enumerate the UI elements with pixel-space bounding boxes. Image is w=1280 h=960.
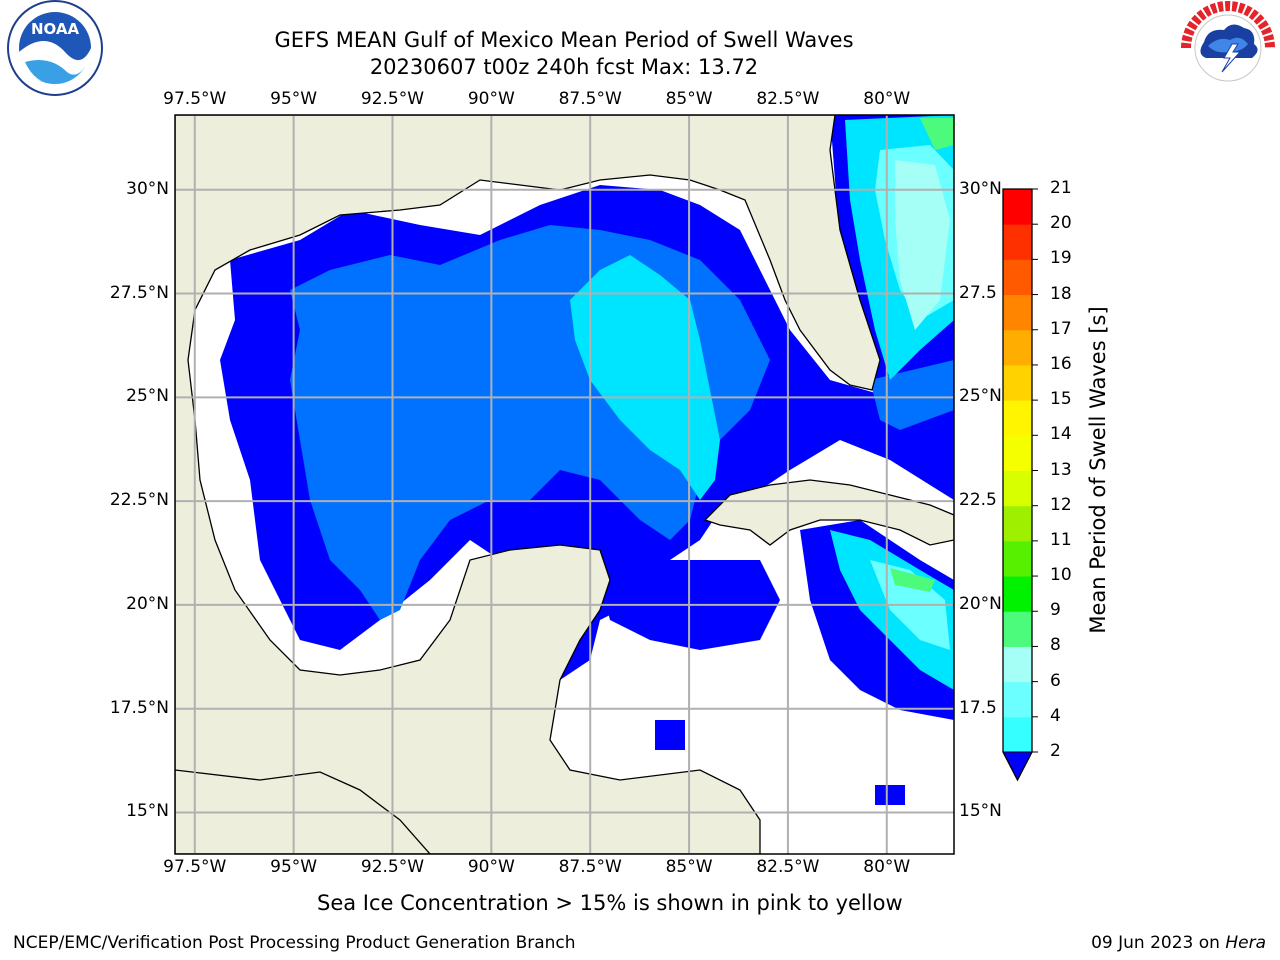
- colorbar-outline: [1002, 188, 1033, 782]
- map-subtitle: 20230607 t00z 240h fcst Max: 13.72: [369, 55, 759, 79]
- colorbar-band: [1003, 681, 1032, 718]
- lat-tick-label: 20°N: [959, 593, 1002, 614]
- colorbar-band: [1003, 646, 1032, 683]
- lat-tick-label: 25°N: [126, 386, 169, 407]
- colorbar-band: [1003, 189, 1032, 225]
- swell-region-9-10s-caribbean: [890, 568, 935, 592]
- lat-tick-label: 30°N: [126, 178, 169, 199]
- lon-tick-label: 82.5°W: [756, 857, 820, 877]
- lat-tick-label: 22.5: [959, 490, 997, 511]
- colorbar-band: [1003, 400, 1032, 436]
- colorbar-tick-label: 12: [1050, 494, 1072, 515]
- colorbar-band: [1003, 435, 1032, 471]
- noaa-logo: NOAA: [5, 0, 105, 100]
- footer-machine: Hera: [1225, 933, 1266, 953]
- colorbar-tick-label: 4: [1050, 705, 1061, 726]
- lon-tick-label: 87.5°W: [558, 89, 622, 109]
- colorbar-tick-label: 13: [1050, 459, 1072, 480]
- lon-tick-label: 87.5°W: [558, 857, 622, 877]
- colorbar-tick-label: 8: [1050, 635, 1061, 656]
- swell-patch: [875, 785, 905, 805]
- lat-tick-label: 17.5: [959, 697, 997, 718]
- colorbar-tick-label: 15: [1050, 389, 1072, 410]
- land-cuba: [703, 479, 954, 546]
- lat-tick-label: 27.5: [959, 282, 997, 303]
- colorbar-tick-label: 10: [1050, 565, 1072, 586]
- colorbar-tick-label: 20: [1050, 213, 1072, 234]
- lon-tick-label: 97.5°W: [163, 89, 227, 109]
- colorbar-band: [1003, 259, 1032, 296]
- lat-tick-label: 27.5°N: [109, 282, 169, 303]
- colorbar-tick-label: 18: [1050, 283, 1072, 304]
- colorbar-tick-label: 21: [1050, 178, 1072, 198]
- lon-tick-label: 92.5°W: [360, 89, 425, 109]
- colorbar-tick-label: 19: [1050, 248, 1072, 269]
- lat-tick-label: 20°N: [126, 593, 169, 614]
- colorbar-extend-triangle: [1002, 751, 1033, 782]
- nws-logo: [1178, 0, 1278, 100]
- lon-tick-label: 80°W: [863, 857, 911, 877]
- swell-patch: [655, 720, 685, 750]
- map-frame: [174, 114, 955, 855]
- colorbar: [1002, 188, 1038, 782]
- colorbar-tick-label: 17: [1050, 318, 1072, 339]
- footer-credit: NCEP/EMC/Verification Post Processing Pr…: [13, 933, 576, 953]
- map-gridlines: [175, 115, 954, 854]
- colorbar-tick-label: 6: [1050, 670, 1061, 691]
- colorbar-tick-label: 14: [1050, 424, 1072, 445]
- lat-tick-label: 15°N: [959, 801, 1002, 822]
- lat-tick-label: 25°N: [959, 386, 1002, 407]
- map-title: GEFS MEAN Gulf of Mexico Mean Period of …: [274, 28, 854, 52]
- noaa-logo-text: NOAA: [31, 20, 80, 38]
- colorbar-tick-label: 11: [1050, 529, 1072, 550]
- lon-tick-label: 95°W: [270, 857, 318, 877]
- colorbar-tick-label: 9: [1050, 600, 1061, 621]
- colorbar-band: [1003, 576, 1032, 612]
- lat-tick-label: 17.5°N: [109, 697, 169, 718]
- colorbar-band: [1003, 329, 1032, 366]
- footer-date-text: 09 Jun 2023 on: [1091, 933, 1226, 953]
- colorbar-band: [1003, 716, 1032, 753]
- lon-tick-label: 95°W: [270, 89, 318, 109]
- lon-tick-label: 97.5°W: [163, 857, 227, 877]
- lon-tick-label: 90°W: [467, 857, 515, 877]
- colorbar-label: Mean Period of Swell Waves [s]: [1086, 306, 1110, 634]
- sea-ice-caption: Sea Ice Concentration > 15% is shown in …: [317, 891, 903, 915]
- lon-tick-label: 92.5°W: [360, 857, 425, 877]
- footer-date: 09 Jun 2023 on Hera: [1091, 933, 1266, 953]
- lon-tick-label: 85°W: [665, 89, 713, 109]
- colorbar-band: [1003, 505, 1032, 542]
- lat-tick-label: 30°N: [959, 178, 1002, 199]
- colorbar-tick-label: 2: [1050, 741, 1061, 761]
- colorbar-band: [1003, 224, 1032, 260]
- lon-tick-label: 90°W: [467, 89, 515, 109]
- swell-region-8-9s: [895, 160, 950, 330]
- colorbar-band: [1003, 611, 1032, 647]
- swell-region-4-6s: [570, 255, 720, 500]
- lon-tick-label: 80°W: [863, 89, 911, 109]
- colorbar-band: [1003, 470, 1032, 507]
- lat-tick-label: 15°N: [126, 801, 169, 822]
- colorbar-tick-label: 16: [1050, 353, 1072, 374]
- lat-tick-label: 22.5°N: [109, 490, 169, 511]
- colorbar-band: [1003, 364, 1032, 401]
- colorbar-band: [1003, 540, 1032, 577]
- swell-region-9-10s: [920, 118, 954, 150]
- lon-tick-label: 82.5°W: [756, 89, 820, 109]
- colorbar-band: [1003, 294, 1032, 331]
- lon-tick-label: 85°W: [665, 857, 713, 877]
